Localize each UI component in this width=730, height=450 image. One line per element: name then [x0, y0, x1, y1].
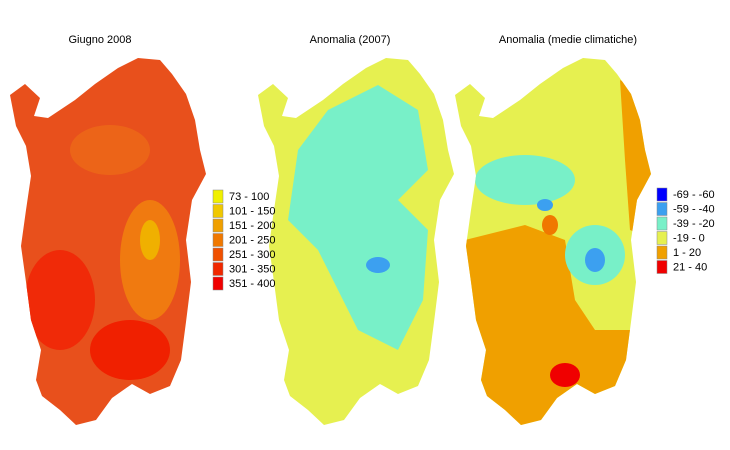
legend-swatch — [656, 216, 668, 231]
legend-swatch — [656, 245, 668, 260]
panel-title: Giugno 2008 — [69, 34, 132, 46]
legend-swatch — [212, 247, 224, 262]
panel-title: Anomalia (medie climatiche) — [499, 34, 637, 46]
map-june — [10, 58, 206, 425]
legend-swatch — [212, 262, 224, 276]
legend-label: 151 - 200 — [229, 220, 275, 232]
legend-label: 1 - 20 — [673, 247, 701, 259]
legend-label: 21 - 40 — [673, 261, 707, 273]
legend-label: 101 - 150 — [229, 205, 275, 217]
legend-swatch — [656, 260, 668, 274]
legend-label: -69 - -60 — [673, 189, 715, 201]
legend-label: 201 - 250 — [229, 234, 275, 246]
legend-label: -19 - 0 — [673, 232, 705, 244]
legend-swatch — [212, 276, 224, 291]
legend-swatch — [212, 189, 224, 204]
legend-label: 73 - 100 — [229, 191, 269, 203]
legend-swatch — [212, 218, 224, 233]
legend-swatch — [656, 202, 668, 216]
legend-label: -59 - -40 — [673, 203, 715, 215]
legend-swatch — [212, 233, 224, 247]
legend-label: 301 - 350 — [229, 263, 275, 275]
map-anomaly-climate — [455, 58, 651, 425]
legend-swatch — [656, 187, 668, 202]
legend-swatch — [212, 204, 224, 218]
legend-swatch — [656, 231, 668, 245]
map-anomaly-2007 — [258, 58, 454, 425]
legend-label: 251 - 300 — [229, 249, 275, 261]
legend-label: -39 - -20 — [673, 218, 715, 230]
legend-label: 351 - 400 — [229, 278, 275, 290]
panel-title: Anomalia (2007) — [310, 34, 391, 46]
